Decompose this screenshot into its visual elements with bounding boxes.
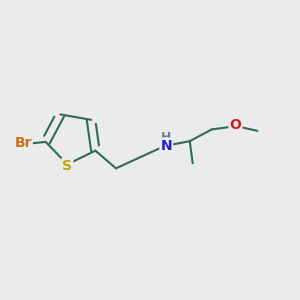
Text: N: N: [160, 139, 172, 153]
Text: S: S: [62, 159, 72, 173]
Text: Br: Br: [14, 136, 32, 150]
Text: H: H: [161, 131, 171, 144]
Text: O: O: [230, 118, 241, 132]
